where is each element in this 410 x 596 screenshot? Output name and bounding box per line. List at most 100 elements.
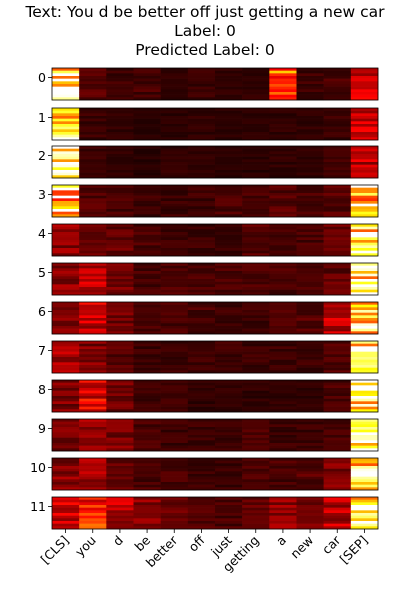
heatmap-cell-layer-11-token-5-head-8 xyxy=(187,518,216,522)
heatmap-cell-layer-4-token-7-head-10 xyxy=(242,250,270,254)
heatmap-cell-layer-7-token-2-head-11 xyxy=(106,370,134,374)
heatmap-cell-layer-5-token-0-head-4 xyxy=(52,273,80,277)
heatmap-cell-layer-2-token-11-head-5 xyxy=(350,159,379,163)
heatmap-cell-layer-4-token-5-head-4 xyxy=(187,234,216,238)
heatmap-cell-layer-8-token-4-head-11 xyxy=(160,409,189,413)
heatmap-cell-layer-2-token-2-head-1 xyxy=(106,148,134,152)
heatmap-cell-layer-1-token-4-head-7 xyxy=(160,126,189,130)
heatmap-cell-layer-10-token-5-head-10 xyxy=(187,484,216,488)
heatmap-cell-layer-11-token-4-head-1 xyxy=(160,499,189,503)
heatmap-cell-layer-2-token-4-head-7 xyxy=(160,164,189,168)
heatmap-cell-layer-7-token-3-head-8 xyxy=(133,362,161,366)
heatmap-cell-layer-4-token-2-head-1 xyxy=(106,226,134,230)
heatmap-cell-layer-10-token-7-head-10 xyxy=(242,484,270,488)
heatmap-cell-layer-7-token-5-head-6 xyxy=(187,357,216,360)
heatmap-cell-layer-3-token-11-head-7 xyxy=(350,203,379,207)
heatmap-cell-layer-9-token-6-head-1 xyxy=(215,421,243,425)
heatmap-cell-layer-0-token-5-head-9 xyxy=(187,92,216,95)
heatmap-cell-layer-5-token-2-head-9 xyxy=(106,287,134,290)
heatmap-cell-layer-9-token-2-head-11 xyxy=(106,448,134,452)
heatmap-cell-layer-0-token-2-head-11 xyxy=(106,97,134,101)
heatmap-cell-layer-10-token-11-head-9 xyxy=(350,482,379,485)
heatmap-cell-layer-7-token-3-head-6 xyxy=(133,357,161,360)
heatmap-cell-layer-0-token-6-head-5 xyxy=(215,81,243,85)
heatmap-cell-layer-2-token-5-head-8 xyxy=(187,167,216,171)
heatmap-cell-layer-9-token-9-head-3 xyxy=(296,427,324,430)
heatmap-cell-layer-5-token-9-head-11 xyxy=(296,292,324,296)
heatmap-cell-layer-4-token-3-head-4 xyxy=(133,234,161,238)
heatmap-cell-layer-7-token-2-head-9 xyxy=(106,365,134,368)
heatmap-cell-layer-0-token-0-head-7 xyxy=(52,86,80,90)
heatmap-cell-layer-1-token-11-head-7 xyxy=(350,126,379,130)
heatmap-cell-layer-4-token-8-head-8 xyxy=(269,245,297,249)
heatmap-cell-layer-9-token-1-head-5 xyxy=(79,432,107,436)
heatmap-cell-layer-11-token-7-head-9 xyxy=(242,521,270,524)
heatmap-cell-layer-3-token-4-head-10 xyxy=(160,211,189,215)
heatmap-cell-layer-7-token-0-head-8 xyxy=(52,362,80,366)
heatmap-cell-layer-9-token-10-head-1 xyxy=(323,421,352,425)
heatmap-cell-layer-8-token-2-head-9 xyxy=(106,404,134,407)
heatmap-cell-layer-2-token-1-head-4 xyxy=(79,156,107,160)
heatmap-cell-layer-1-token-10-head-10 xyxy=(323,134,352,138)
heatmap-cell-layer-0-token-6-head-11 xyxy=(215,97,243,101)
heatmap-cell-layer-9-token-5-head-2 xyxy=(187,424,216,428)
heatmap-cell-layer-1-token-1-head-3 xyxy=(79,116,107,119)
token-label-11: [SEP] xyxy=(337,533,371,567)
heatmap-cell-layer-10-token-3-head-3 xyxy=(133,466,161,469)
heatmap-cell-layer-1-token-4-head-6 xyxy=(160,124,189,127)
heatmap-cell-layer-2-token-3-head-3 xyxy=(133,154,161,157)
heatmap-cell-layer-10-token-8-head-11 xyxy=(269,487,297,491)
heatmap-cell-layer-2-token-7-head-5 xyxy=(242,159,270,163)
heatmap-cell-layer-5-token-0-head-5 xyxy=(52,276,80,280)
heatmap-cell-layer-3-token-8-head-8 xyxy=(269,206,297,210)
heatmap-cell-layer-4-token-5-head-9 xyxy=(187,248,216,251)
heatmap-cell-layer-6-token-10-head-5 xyxy=(323,315,352,319)
heatmap-cell-layer-5-token-11-head-10 xyxy=(350,289,379,293)
heatmap-cell-layer-7-token-3-head-7 xyxy=(133,359,161,363)
heatmap-cell-layer-9-token-4-head-6 xyxy=(160,435,189,438)
layer-8-label: 8 xyxy=(38,382,46,397)
heatmap-cell-layer-2-token-3-head-9 xyxy=(133,170,161,173)
heatmap-cell-layer-7-token-5-head-2 xyxy=(187,346,216,350)
heatmap-cell-layer-3-token-10-head-8 xyxy=(323,206,352,210)
heatmap-cell-layer-4-token-10-head-10 xyxy=(323,250,352,254)
heatmap-cell-layer-3-token-6-head-5 xyxy=(215,198,243,202)
heatmap-cell-layer-10-token-10-head-3 xyxy=(323,466,352,469)
heatmap-cell-layer-6-token-8-head-0 xyxy=(269,302,297,305)
heatmap-cell-layer-8-token-3-head-5 xyxy=(133,393,161,397)
heatmap-cell-layer-5-token-3-head-6 xyxy=(133,279,161,282)
heatmap-cell-layer-2-token-9-head-9 xyxy=(296,170,324,173)
heatmap-cell-layer-3-token-3-head-6 xyxy=(133,201,161,204)
layer-5-label: 5 xyxy=(38,265,46,280)
heatmap-cell-layer-11-token-1-head-2 xyxy=(79,502,107,506)
heatmap-cell-layer-8-token-7-head-3 xyxy=(242,388,270,391)
heatmap-cell-layer-1-token-8-head-7 xyxy=(269,126,297,130)
heatmap-cell-layer-1-token-6-head-8 xyxy=(215,129,243,133)
heatmap-cell-layer-8-token-4-head-10 xyxy=(160,406,189,410)
heatmap-cell-layer-7-token-0-head-4 xyxy=(52,351,80,355)
heatmap-cell-layer-8-token-3-head-6 xyxy=(133,396,161,399)
heatmap-cell-layer-9-token-2-head-0 xyxy=(106,419,134,422)
heatmap-cell-layer-7-token-3-head-11 xyxy=(133,370,161,374)
heatmap-cell-layer-9-token-2-head-6 xyxy=(106,435,134,438)
heatmap-cell-layer-11-token-10-head-2 xyxy=(323,502,352,506)
heatmap-cell-layer-1-token-10-head-0 xyxy=(323,108,352,111)
heatmap-cell-layer-10-token-1-head-11 xyxy=(79,487,107,491)
heatmap-cell-layer-1-token-10-head-9 xyxy=(323,132,352,135)
heatmap-cell-layer-10-token-1-head-9 xyxy=(79,482,107,485)
heatmap-cell-layer-4-token-9-head-11 xyxy=(296,253,324,257)
heatmap-cell-layer-11-token-7-head-0 xyxy=(242,497,270,500)
heatmap-cell-layer-3-token-11-head-5 xyxy=(350,198,379,202)
heatmap-cell-layer-10-token-1-head-4 xyxy=(79,468,107,472)
heatmap-cell-layer-0-token-9-head-9 xyxy=(296,92,324,95)
heatmap-cell-layer-10-token-0-head-11 xyxy=(52,487,80,491)
heatmap-cell-layer-10-token-5-head-4 xyxy=(187,468,216,472)
heatmap-cell-layer-6-token-6-head-3 xyxy=(215,310,243,313)
heatmap-cell-layer-8-token-10-head-6 xyxy=(323,396,352,399)
heatmap-cell-layer-1-token-3-head-9 xyxy=(133,132,161,135)
heatmap-cell-layer-11-token-0-head-6 xyxy=(52,513,80,516)
heatmap-cell-layer-0-token-4-head-11 xyxy=(160,97,189,101)
heatmap-cell-layer-6-token-2-head-1 xyxy=(106,304,134,308)
heatmap-cell-layer-1-token-11-head-0 xyxy=(350,108,379,111)
layer-2-label: 2 xyxy=(38,148,46,163)
